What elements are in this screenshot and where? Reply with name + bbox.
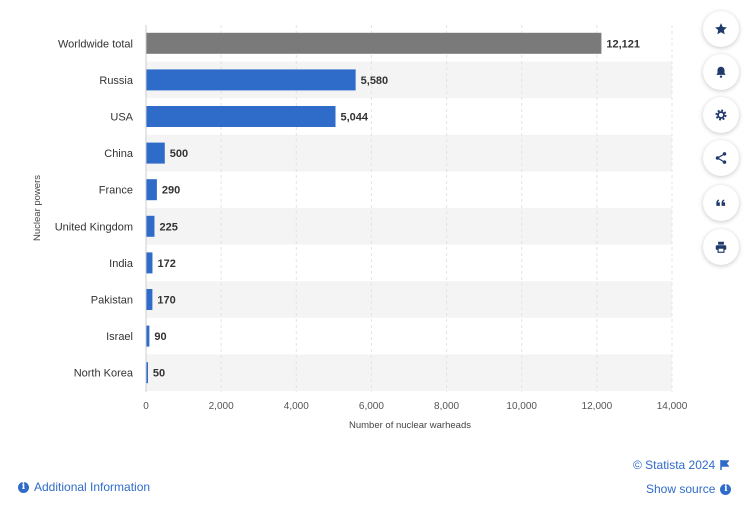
x-tick-label: 14,000 bbox=[657, 401, 688, 412]
category-label: United Kingdom bbox=[55, 221, 133, 233]
print-icon bbox=[715, 241, 727, 253]
value-label: 50 bbox=[153, 368, 165, 380]
info-icon: i bbox=[18, 481, 29, 493]
bar-3 bbox=[146, 142, 165, 164]
favorite-button[interactable] bbox=[703, 11, 739, 47]
row-band bbox=[146, 134, 672, 172]
bar-4 bbox=[146, 179, 157, 201]
value-label: 172 bbox=[157, 258, 175, 270]
value-label: 290 bbox=[162, 185, 180, 197]
bar-7 bbox=[146, 289, 153, 310]
show-source-text: Show source bbox=[646, 482, 716, 496]
value-label: 12,121 bbox=[606, 38, 640, 50]
bar-1 bbox=[146, 69, 356, 91]
bar-5 bbox=[146, 215, 155, 237]
row-band bbox=[146, 354, 672, 391]
value-label: 5,580 bbox=[361, 75, 389, 87]
additional-information-text: Additional Information bbox=[34, 480, 151, 494]
notification-button[interactable] bbox=[703, 54, 739, 90]
value-label: 225 bbox=[159, 221, 177, 233]
flag-icon bbox=[720, 460, 730, 470]
category-label: Israel bbox=[106, 331, 133, 343]
x-tick-label: 8,000 bbox=[434, 401, 459, 412]
bar-8 bbox=[146, 325, 150, 347]
additional-information-link[interactable]: i Additional Information bbox=[18, 480, 150, 494]
settings-button[interactable] bbox=[703, 97, 739, 133]
print-button[interactable] bbox=[703, 229, 739, 265]
category-label: France bbox=[99, 185, 133, 197]
category-label: China bbox=[104, 148, 134, 160]
copyright-link[interactable]: © Statista 2024 bbox=[633, 458, 730, 472]
gear-icon bbox=[715, 109, 727, 121]
bar-9 bbox=[146, 362, 148, 384]
show-source-link[interactable]: Show source i bbox=[646, 482, 732, 496]
x-axis-title: Number of nuclear warheads bbox=[349, 420, 471, 431]
x-tick-label: 0 bbox=[143, 401, 149, 412]
row-band bbox=[146, 281, 672, 318]
bar-2 bbox=[146, 106, 336, 127]
bar-0 bbox=[146, 32, 602, 54]
value-label: 5,044 bbox=[341, 112, 369, 124]
category-label: USA bbox=[110, 112, 133, 124]
x-tick-label: 4,000 bbox=[284, 401, 309, 412]
value-label: 170 bbox=[157, 295, 175, 307]
value-label: 90 bbox=[154, 331, 166, 343]
category-label: Russia bbox=[99, 75, 134, 87]
x-tick-label: 10,000 bbox=[506, 401, 537, 412]
bar-chart: Worldwide total Russia USA China France Unite… bbox=[32, 25, 688, 431]
info-icon: i bbox=[720, 483, 732, 495]
y-axis-title: Nuclear powers bbox=[32, 175, 43, 241]
bar-6 bbox=[146, 252, 153, 274]
value-label: 500 bbox=[170, 148, 188, 160]
share-icon bbox=[715, 152, 727, 164]
category-label: Pakistan bbox=[91, 295, 133, 307]
bell-icon bbox=[716, 66, 726, 78]
x-tick-label: 6,000 bbox=[359, 401, 384, 412]
copyright-text: © Statista 2024 bbox=[633, 458, 716, 472]
x-tick-label: 12,000 bbox=[582, 401, 613, 412]
star-icon bbox=[715, 23, 727, 35]
cite-button[interactable] bbox=[703, 185, 739, 221]
share-button[interactable] bbox=[703, 140, 739, 176]
quote-icon bbox=[716, 199, 726, 206]
category-label: India bbox=[109, 258, 134, 270]
category-label: North Korea bbox=[74, 368, 134, 380]
category-label: Worldwide total bbox=[58, 38, 133, 50]
x-tick-label: 2,000 bbox=[209, 401, 234, 412]
row-band bbox=[146, 208, 672, 245]
